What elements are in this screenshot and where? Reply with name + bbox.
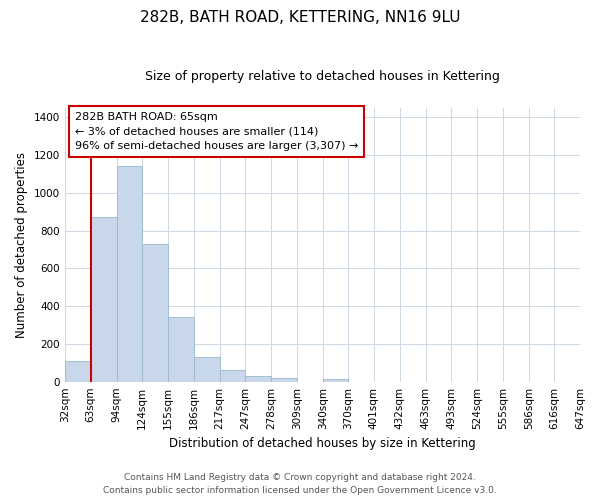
Bar (245, 376, 271, 382)
Bar (142, 244, 168, 382)
Text: 282B, BATH ROAD, KETTERING, NN16 9LU: 282B, BATH ROAD, KETTERING, NN16 9LU (140, 10, 460, 25)
Bar (271, 378, 297, 382)
Title: Size of property relative to detached houses in Kettering: Size of property relative to detached ho… (145, 70, 500, 83)
Bar (65, 361, 91, 382)
Bar (116, 166, 142, 382)
Bar (194, 357, 220, 382)
Bar (168, 316, 194, 382)
Text: Contains HM Land Registry data © Crown copyright and database right 2024.
Contai: Contains HM Land Registry data © Crown c… (103, 474, 497, 495)
Bar (220, 370, 245, 382)
Bar (91, 218, 116, 382)
X-axis label: Distribution of detached houses by size in Kettering: Distribution of detached houses by size … (169, 437, 476, 450)
Bar (323, 379, 348, 382)
Text: 282B BATH ROAD: 65sqm
← 3% of detached houses are smaller (114)
96% of semi-deta: 282B BATH ROAD: 65sqm ← 3% of detached h… (75, 112, 358, 152)
Y-axis label: Number of detached properties: Number of detached properties (15, 152, 28, 338)
